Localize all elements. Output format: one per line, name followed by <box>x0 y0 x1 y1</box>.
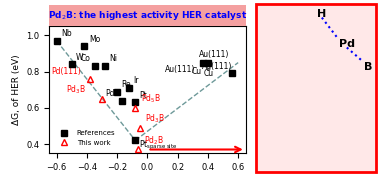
Text: Pd$_2$B: the highest activity HER catalyst: Pd$_2$B: the highest activity HER cataly… <box>48 9 247 22</box>
FancyBboxPatch shape <box>49 5 246 26</box>
Text: Pd: Pd <box>339 39 355 49</box>
Legend: References, This work: References, This work <box>54 127 118 148</box>
Text: W: W <box>76 53 84 62</box>
Text: Pd$_5$B: Pd$_5$B <box>141 93 161 105</box>
Y-axis label: ΔG, of HER (eV): ΔG, of HER (eV) <box>12 54 21 125</box>
Text: Cu: Cu <box>204 70 214 78</box>
Text: Pt: Pt <box>139 91 147 100</box>
Text: Pd: Pd <box>105 89 115 98</box>
Text: Au(111): Au(111) <box>199 50 229 59</box>
Text: Cu: Cu <box>191 67 201 77</box>
FancyBboxPatch shape <box>256 4 375 172</box>
Text: Pt$_{\rm sparse\ site}$: Pt$_{\rm sparse\ site}$ <box>139 139 178 152</box>
Text: Re: Re <box>121 80 131 89</box>
Text: H: H <box>317 9 327 19</box>
Text: Co: Co <box>81 54 90 64</box>
Text: Mo: Mo <box>90 34 101 43</box>
Text: B: B <box>364 62 372 72</box>
Text: Ir: Ir <box>133 76 139 85</box>
Text: Pd$_3$B: Pd$_3$B <box>146 112 165 125</box>
Text: Ni: Ni <box>109 54 117 64</box>
Text: Au(111): Au(111) <box>164 65 195 74</box>
Text: Ag(111): Ag(111) <box>201 62 232 71</box>
Text: Pd(111): Pd(111) <box>51 67 81 76</box>
Text: Nb: Nb <box>61 29 71 38</box>
Text: Pd$_2$B: Pd$_2$B <box>144 134 164 147</box>
Text: Pd$_3$B: Pd$_3$B <box>66 84 86 96</box>
